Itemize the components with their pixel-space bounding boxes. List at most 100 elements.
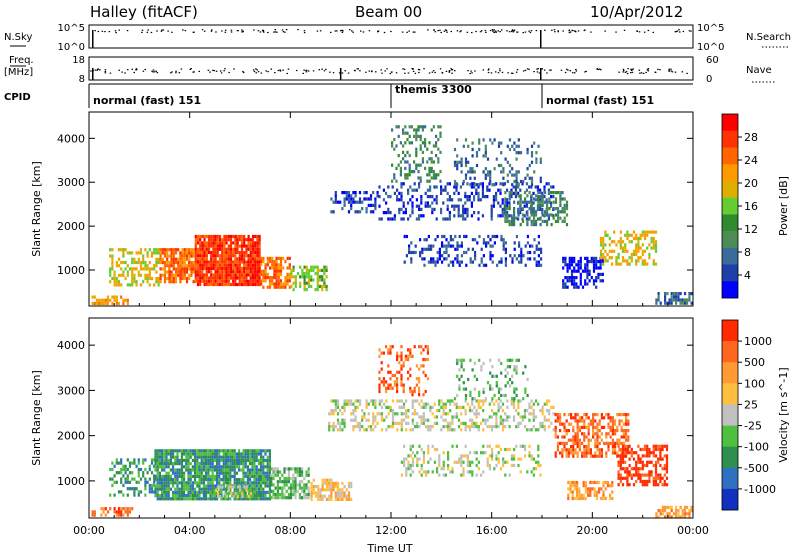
range-time-cell (287, 467, 290, 471)
range-time-cell (170, 248, 173, 252)
range-time-cell (405, 457, 408, 461)
range-time-cell (492, 195, 495, 199)
nsky-point (104, 31, 106, 33)
nsky-point (569, 31, 572, 33)
range-time-cell (396, 188, 399, 192)
range-time-cell (652, 246, 655, 250)
range-time-cell (111, 260, 114, 265)
range-time-cell (255, 484, 258, 488)
nsky-point (182, 29, 184, 31)
range-time-cell (174, 251, 178, 255)
range-time-cell (524, 365, 527, 369)
range-time-cell (106, 298, 110, 302)
range-time-cell (352, 200, 355, 204)
range-time-cell (253, 494, 256, 498)
range-time-cell (630, 252, 633, 257)
range-time-cell (221, 273, 224, 277)
range-time-cell (559, 216, 562, 220)
range-time-cell (563, 210, 566, 214)
range-time-cell (246, 449, 249, 453)
range-time-cell (282, 266, 285, 270)
range-time-cell (453, 415, 456, 419)
range-time-cell (158, 487, 161, 491)
range-time-cell (619, 457, 622, 461)
range-time-cell (423, 238, 426, 242)
range-time-cell (605, 451, 608, 455)
range-time-cell (241, 491, 244, 495)
range-time-cell (347, 194, 351, 198)
range-time-cell (238, 458, 241, 462)
range-time-cell (438, 409, 441, 413)
range-time-cell (431, 425, 434, 429)
range-time-cell (418, 367, 421, 371)
range-time-cell (296, 473, 299, 477)
range-time-cell (448, 217, 451, 221)
range-time-cell (467, 170, 470, 174)
range-time-cell (279, 256, 283, 260)
range-time-cell (413, 389, 416, 394)
range-time-cell (205, 244, 208, 248)
range-time-cell (185, 497, 188, 501)
range-time-cell (424, 405, 428, 409)
range-time-cell (583, 425, 586, 429)
range-time-cell (515, 170, 518, 174)
range-time-cell (624, 447, 627, 452)
range-time-cell (258, 250, 261, 255)
range-time-cell (254, 241, 257, 245)
nsky-point (675, 31, 678, 33)
range-time-cell (487, 241, 490, 245)
range-time-cell (427, 425, 430, 429)
range-time-cell (244, 474, 247, 478)
range-time-cell (213, 455, 216, 459)
range-time-cell (655, 301, 658, 305)
range-time-cell (249, 238, 252, 242)
range-time-cell (161, 465, 164, 469)
range-time-cell (205, 471, 208, 475)
range-time-cell (328, 488, 331, 492)
range-time-cell (200, 465, 203, 469)
range-time-cell (243, 266, 246, 271)
range-time-cell (387, 364, 390, 368)
range-time-cell (191, 465, 194, 469)
range-time-cell (469, 390, 472, 394)
range-time-cell (481, 195, 484, 199)
range-time-cell (489, 387, 492, 391)
range-time-cell (232, 491, 235, 495)
range-time-cell (283, 476, 286, 481)
range-time-cell (403, 234, 406, 239)
range-time-cell (169, 452, 172, 456)
range-time-cell (578, 445, 581, 449)
range-time-cell (225, 238, 228, 242)
range-time-cell (456, 167, 459, 171)
range-time-cell (120, 471, 123, 475)
range-time-cell (563, 197, 566, 201)
range-time-cell (611, 432, 614, 436)
range-time-cell (235, 478, 238, 482)
range-time-cell (617, 483, 620, 487)
freq-unit: [MHz] (4, 67, 33, 78)
range-time-cell (437, 125, 440, 129)
range-time-cell (513, 147, 516, 152)
range-time-cell (218, 273, 222, 277)
range-time-cell (506, 201, 509, 205)
freq-point (624, 71, 627, 73)
range-time-cell (223, 263, 226, 267)
range-time-cell (469, 393, 472, 398)
range-time-cell (501, 198, 504, 202)
nsky-point (590, 31, 592, 33)
range-time-cell (497, 188, 500, 192)
range-time-cell (648, 243, 651, 247)
range-time-cell (249, 455, 252, 459)
range-time-cell (232, 234, 235, 239)
range-time-cell (382, 377, 385, 381)
range-time-cell (178, 458, 181, 462)
range-time-cell (275, 282, 278, 286)
range-time-cell (584, 269, 587, 273)
range-time-cell (400, 191, 403, 195)
range-time-cell (117, 510, 121, 514)
range-time-cell (589, 451, 592, 455)
range-time-cell (253, 449, 256, 453)
range-time-cell (652, 230, 655, 234)
range-time-cell (227, 474, 230, 478)
